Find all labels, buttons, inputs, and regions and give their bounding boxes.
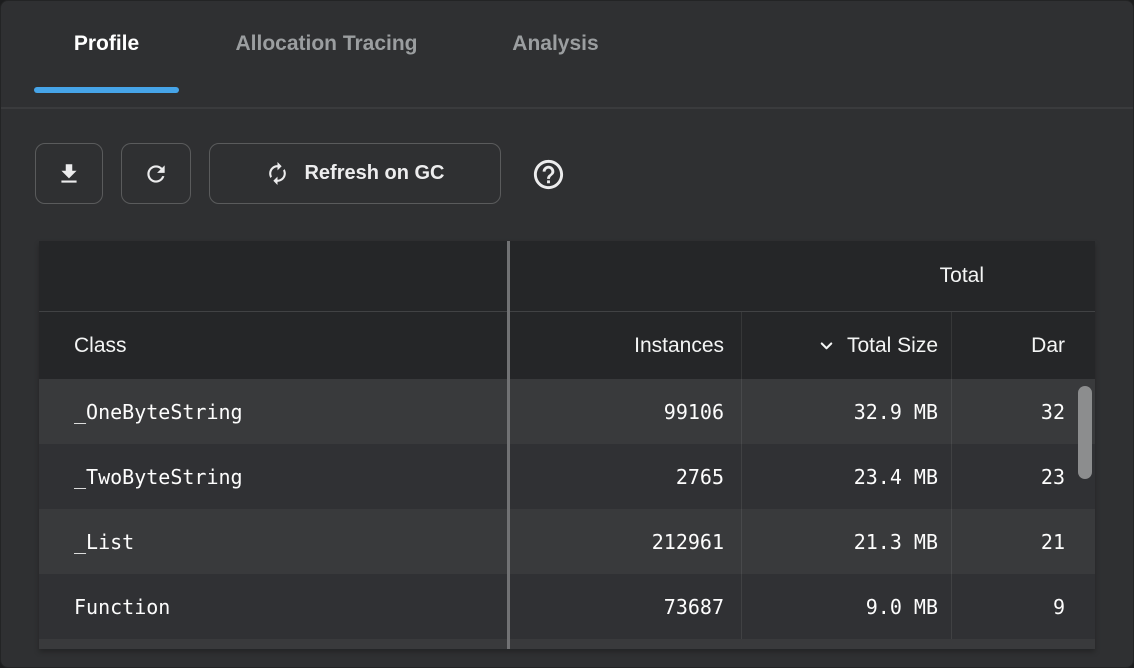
column-header-class[interactable]: Class [74,333,127,357]
cell-instances: 212961 [651,529,724,554]
cell-instances: 2765 [675,464,724,489]
table-row[interactable]: _TwoByteString 2765 23.4 MB 23 [39,444,1095,509]
cell-dart-heap: 21 [951,509,1095,574]
cell-total-size: 23.4 MB [741,444,951,509]
tab-allocation-tracing[interactable]: Allocation Tracing [235,32,418,55]
column-resize-divider[interactable] [507,241,510,649]
column-header-instances[interactable]: Instances [634,333,724,357]
tab-profile[interactable]: Profile [73,32,140,55]
table-body: _OneByteString 99106 32.9 MB 32 _TwoByte… [39,379,1095,639]
tab-analysis[interactable]: Analysis [512,32,599,55]
active-tab-indicator [34,87,179,93]
help-icon [531,157,566,192]
vertical-scrollbar-thumb[interactable] [1078,386,1092,479]
chevron-down-icon [817,336,836,355]
autorenew-icon [265,161,290,186]
cell-dart-heap: 23 [951,444,1095,509]
column-header-dart-heap[interactable]: Dar [951,312,1095,379]
refresh-button[interactable] [121,143,191,204]
partial-next-row [39,639,1095,649]
heap-classes-table: Total Class Instances Total Size Dar _On… [39,241,1095,649]
download-button[interactable] [35,143,103,204]
cell-dart-heap: 32 [951,379,1095,444]
cell-instances: 73687 [663,594,724,619]
cell-class: _OneByteString [74,399,243,424]
column-header-total-size[interactable]: Total Size [741,312,951,379]
cell-dart-heap: 9 [951,574,1095,639]
cell-class: Function [74,594,171,619]
refresh-on-gc-button[interactable]: Refresh on GC [209,143,501,204]
group-header-spacer [39,241,509,311]
cell-class: _List [74,529,135,554]
cell-class: _TwoByteString [74,464,243,489]
column-header-total-size-label: Total Size [846,333,938,357]
table-row[interactable]: _List 212961 21.3 MB 21 [39,509,1095,574]
refresh-on-gc-label: Refresh on GC [304,162,445,184]
tabbar-divider [1,107,1133,109]
table-row[interactable]: Function 73687 9.0 MB 9 [39,574,1095,639]
cell-total-size: 32.9 MB [741,379,951,444]
table-column-header-row: Class Instances Total Size Dar [39,311,1095,379]
cell-total-size: 21.3 MB [741,509,951,574]
help-button[interactable] [531,157,566,192]
refresh-icon [143,161,169,187]
table-row[interactable]: _OneByteString 99106 32.9 MB 32 [39,379,1095,444]
cell-instances: 99106 [663,399,724,424]
download-icon [56,161,82,187]
table-group-header-row: Total [39,241,1095,311]
group-header-total: Total [939,264,984,287]
cell-total-size: 9.0 MB [741,574,951,639]
